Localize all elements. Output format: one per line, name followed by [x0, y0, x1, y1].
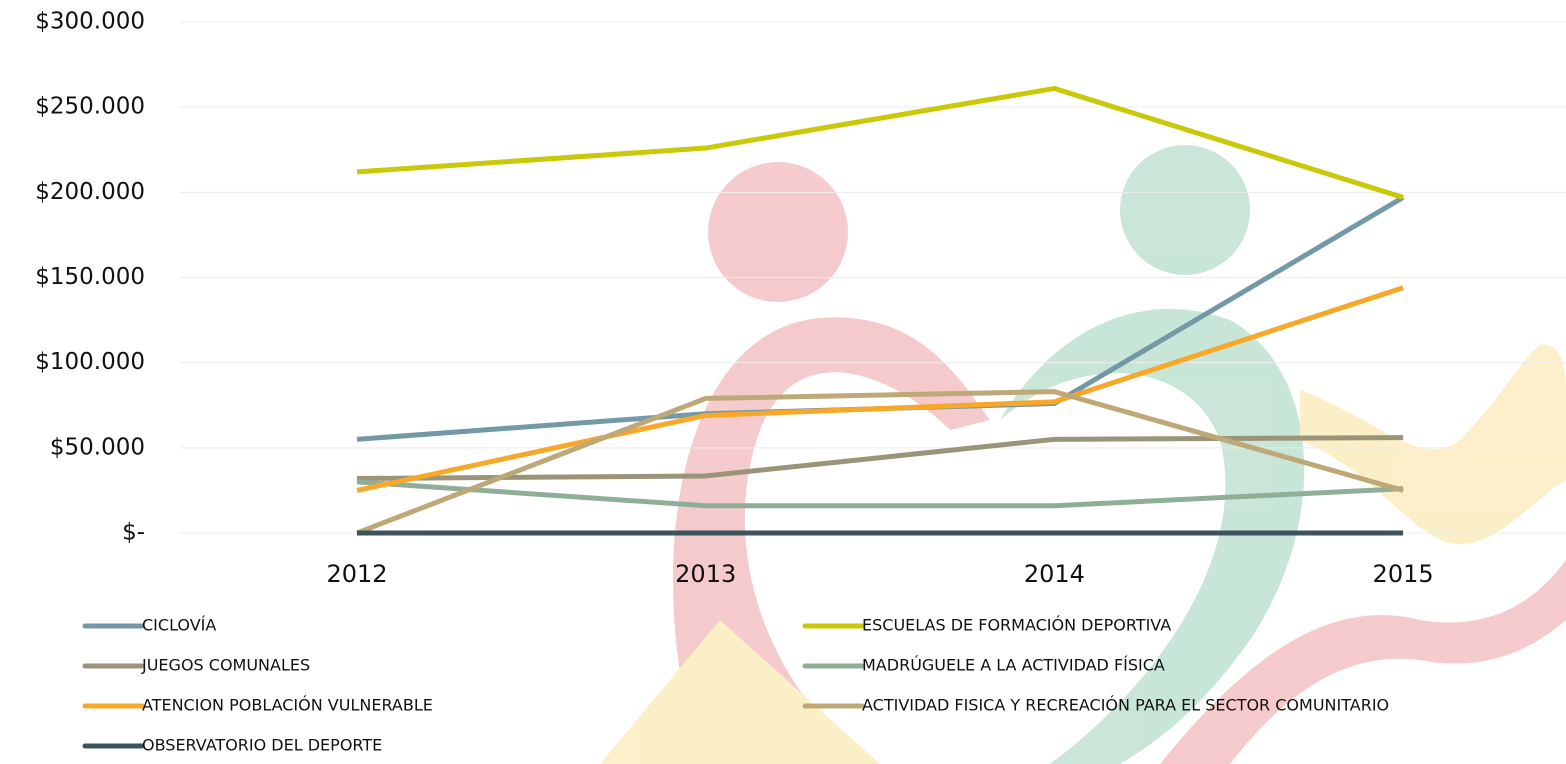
legend-label: CICLOVÍA	[142, 616, 216, 635]
x-tick-label: 2012	[326, 560, 387, 588]
y-tick-label: $100.000	[35, 349, 145, 375]
y-tick-label: $300.000	[35, 9, 145, 35]
legend-label: MADRÚGUELE A LA ACTIVIDAD FÍSICA	[862, 656, 1165, 675]
series-line	[357, 88, 1403, 197]
legend-label: ATENCION POBLACIÓN VULNERABLE	[142, 696, 433, 715]
y-tick-label: $-	[122, 520, 145, 546]
x-tick-label: 2015	[1373, 560, 1434, 588]
x-tick-label: 2014	[1024, 560, 1085, 588]
chart: $- $50.000 $100.000 $150.000 $200.000 $250.00…	[0, 0, 1566, 764]
x-tick-label: 2013	[675, 560, 736, 588]
legend-label: ESCUELAS DE FORMACIÓN DEPORTIVA	[862, 616, 1171, 635]
y-tick-label: $150.000	[35, 264, 145, 290]
legend-label: OBSERVATORIO DEL DEPORTE	[142, 736, 382, 755]
y-tick-label: $200.000	[35, 179, 145, 205]
y-tick-label: $50.000	[50, 434, 145, 460]
y-tick-label: $250.000	[35, 94, 145, 120]
legend-label: JUEGOS COMUNALES	[141, 656, 310, 675]
legend-label: ACTIVIDAD FISICA Y RECREACIÓN PARA EL SE…	[862, 696, 1389, 715]
